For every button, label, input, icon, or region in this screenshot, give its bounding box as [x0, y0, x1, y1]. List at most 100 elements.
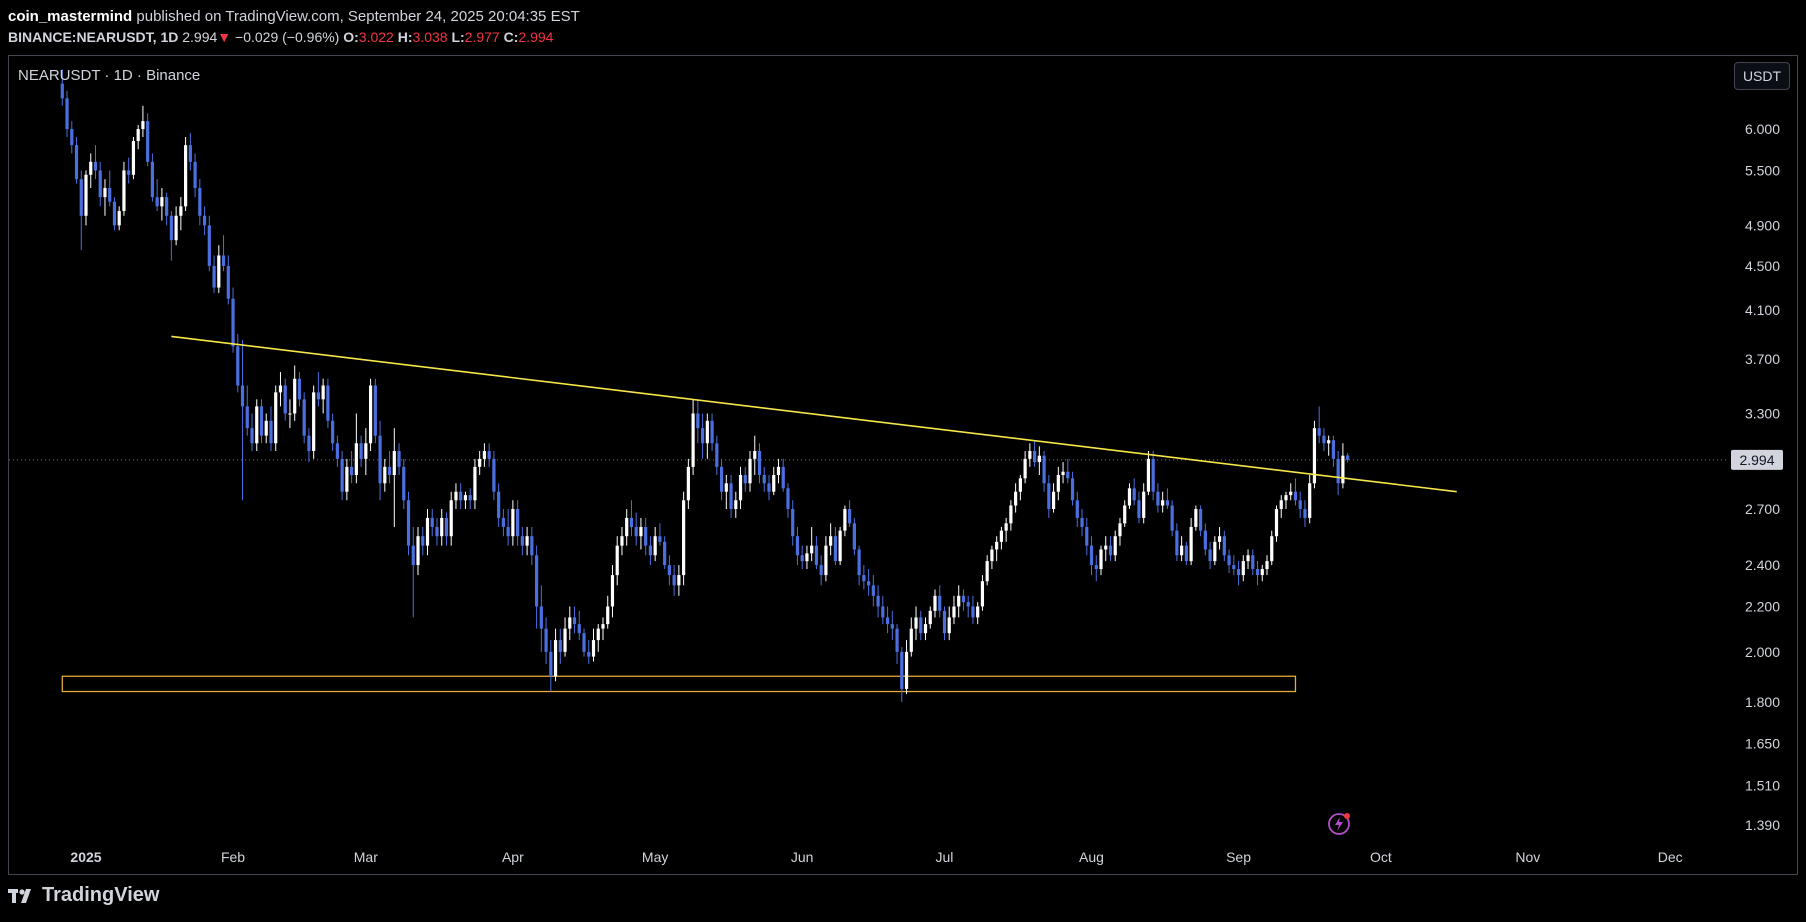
candle-body — [184, 145, 188, 207]
candle-body — [772, 475, 776, 492]
chart-legend[interactable]: NEARUSDT · 1D · Binance — [18, 67, 201, 84]
candle-body — [226, 265, 230, 299]
candle-body — [686, 466, 690, 501]
tradingview-logo-icon — [8, 888, 31, 903]
candle-body — [264, 420, 268, 436]
candle-body — [862, 575, 866, 582]
candle-body — [814, 545, 819, 566]
candle-body — [174, 215, 178, 241]
candle-body — [976, 606, 980, 618]
candle-body — [1312, 428, 1317, 484]
candle-body — [307, 435, 311, 452]
candle-body — [1014, 491, 1018, 506]
candle-body — [852, 523, 856, 550]
candle-body — [947, 617, 951, 634]
time-tick-label: Sep — [1226, 849, 1251, 865]
candle-body — [397, 451, 401, 467]
chart-frame[interactable] — [8, 55, 1798, 875]
candle-body — [1170, 505, 1174, 531]
candle-body — [1194, 509, 1198, 527]
candle-body — [890, 624, 894, 629]
candle-body — [705, 420, 709, 444]
candle-body — [644, 526, 648, 546]
candle-body — [1236, 569, 1241, 576]
candle-body — [876, 595, 880, 607]
candle-body — [236, 346, 240, 386]
candle-body — [511, 509, 515, 537]
candle-body — [1023, 458, 1027, 479]
candle-body — [179, 206, 183, 216]
time-tick-label: Feb — [221, 849, 245, 865]
candle-body — [506, 526, 510, 537]
publisher-username[interactable]: coin_mastermind — [8, 8, 133, 25]
candle-body — [904, 651, 909, 689]
candle-body — [430, 517, 434, 527]
candle-body — [1184, 545, 1188, 562]
candle-body — [606, 606, 610, 625]
candle-body — [202, 215, 207, 226]
candle-body — [89, 161, 93, 175]
candle-body — [942, 610, 947, 634]
candle-body — [316, 392, 321, 400]
candle-body — [487, 451, 491, 459]
price-tick-label: 2.400 — [1745, 557, 1780, 573]
time-tick-label: Nov — [1515, 849, 1540, 865]
candle-body — [1123, 505, 1127, 524]
candle-body — [1213, 541, 1217, 562]
time-tick-label: Apr — [502, 849, 524, 865]
support-zone[interactable] — [61, 675, 1297, 693]
candle-body — [274, 392, 278, 444]
candle-body — [1085, 526, 1089, 546]
candle-body — [293, 378, 297, 414]
candle-body — [971, 606, 975, 618]
candle-body — [710, 420, 714, 444]
candle-body — [335, 443, 339, 459]
candle-body — [1279, 500, 1283, 510]
candle-body — [757, 451, 762, 476]
candle-body — [1265, 561, 1269, 570]
candle-body — [819, 565, 823, 576]
candle-body — [160, 197, 164, 207]
time-tick-label: Jul — [936, 849, 954, 865]
time-axis[interactable]: 2025 Feb Mar Apr May Jun Jul Aug Sep Oct Nov Dec — [70, 849, 1682, 865]
last-price-tag-label: 2.994 — [1739, 452, 1774, 468]
candle-body — [463, 495, 468, 501]
currency-button[interactable]: USDT — [1734, 62, 1790, 90]
candle-body — [1217, 536, 1222, 542]
resistance-trendline[interactable] — [171, 335, 1457, 493]
candle-body — [919, 617, 923, 634]
candle-body — [582, 633, 586, 652]
candle-body — [577, 624, 581, 634]
candle-body — [146, 121, 150, 162]
price-axis[interactable]: 6.000 5.500 4.900 4.500 4.100 3.700 3.300 2.700… — [1745, 121, 1780, 833]
candle-body — [193, 161, 197, 189]
candle-body — [824, 545, 828, 576]
candle-body — [1203, 530, 1207, 550]
candle-body — [501, 517, 505, 527]
flash-icon[interactable] — [1327, 812, 1351, 836]
candle-body — [1303, 509, 1307, 518]
candle-body — [297, 378, 302, 400]
candle-body — [985, 561, 989, 582]
candle-body — [65, 98, 69, 129]
candle-body — [1156, 491, 1160, 506]
price-tick-label: 3.700 — [1745, 351, 1780, 367]
candle-body — [392, 451, 396, 476]
candle-body — [378, 435, 382, 484]
candle-body — [1341, 455, 1345, 484]
candle-body — [259, 406, 264, 436]
candle-body — [240, 385, 245, 407]
down-arrow-icon: ▼ — [217, 29, 232, 45]
candle-body — [900, 651, 904, 689]
tradingview-logo[interactable]: TradingView — [8, 884, 159, 907]
candle-body — [217, 255, 221, 288]
candle-body — [885, 617, 890, 625]
candle-body — [468, 495, 472, 501]
candle-body — [591, 640, 596, 657]
candle-body — [1317, 428, 1321, 436]
candle-body — [1051, 491, 1056, 510]
ohlc-line: BINANCE:NEARUSDT, 1D 2.994▼ −0.029 (−0.9… — [8, 27, 580, 48]
candle-body — [155, 197, 159, 207]
candle-body — [634, 526, 638, 537]
